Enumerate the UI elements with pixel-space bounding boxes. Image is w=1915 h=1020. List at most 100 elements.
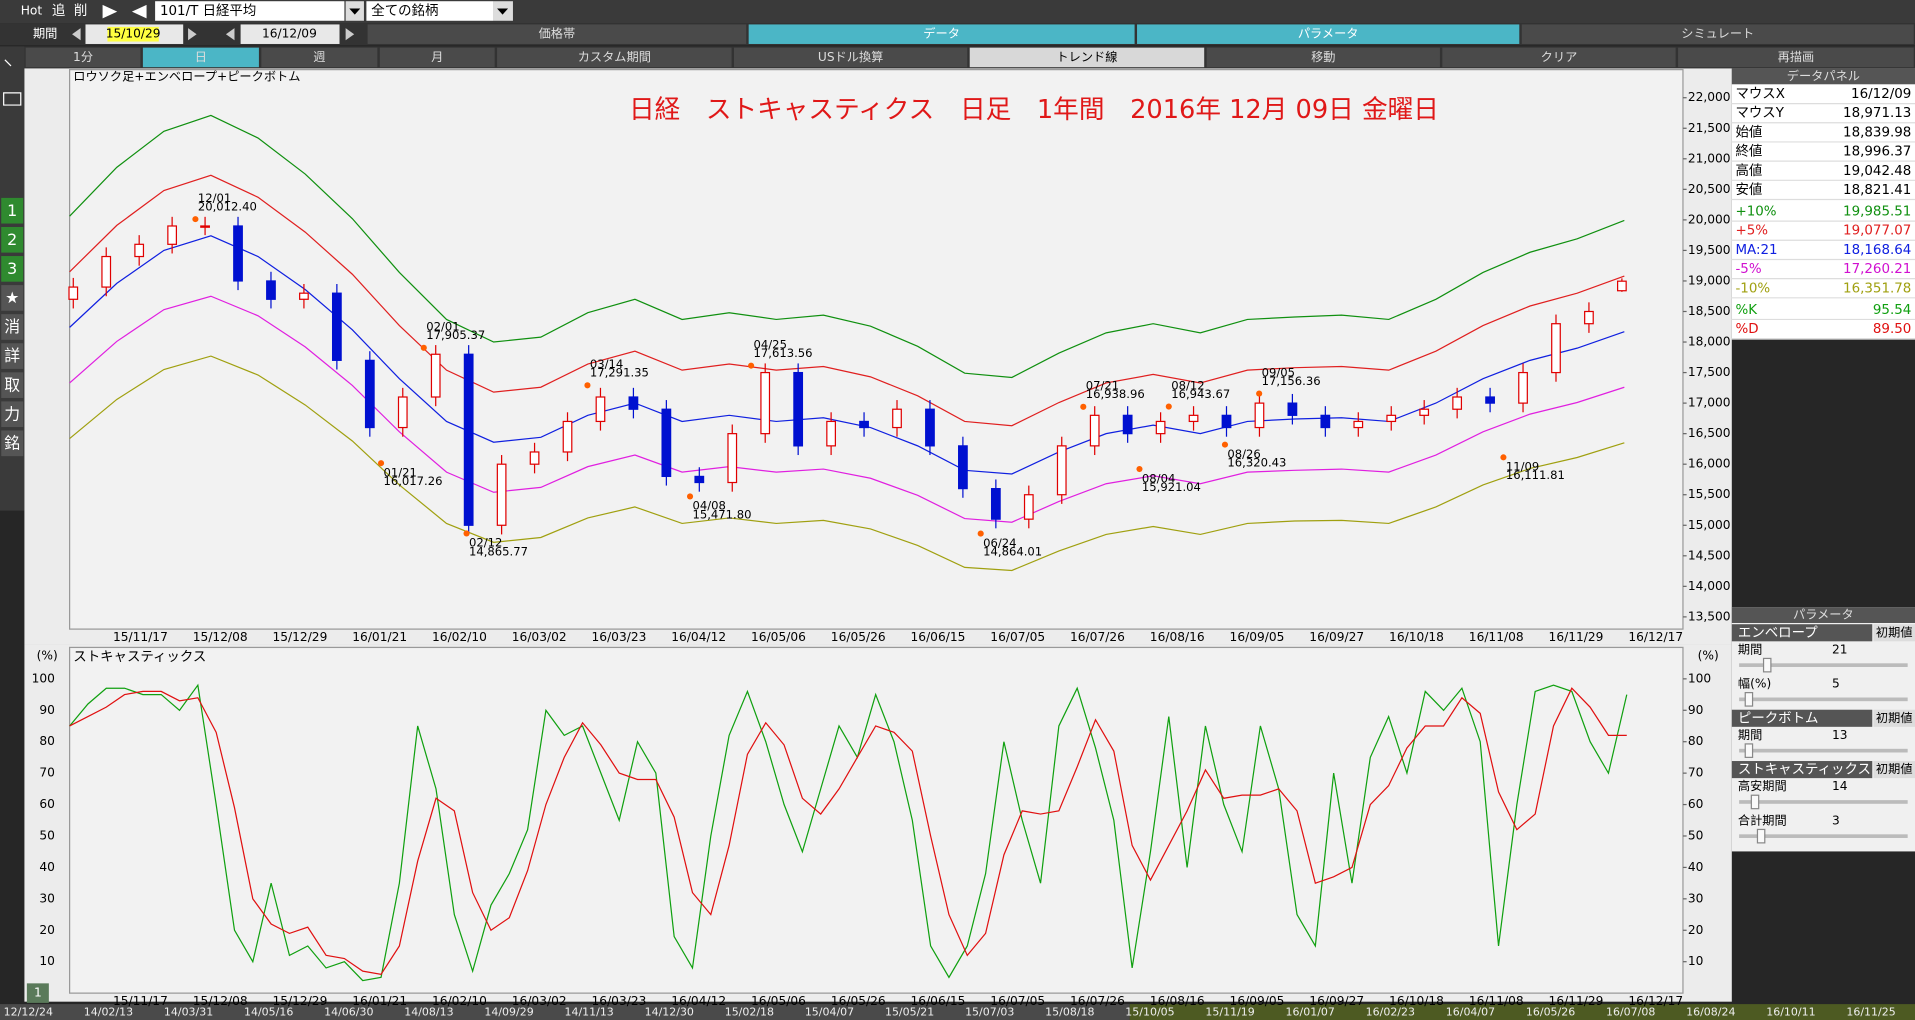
tool-button[interactable] <box>379 47 495 68</box>
x-tick-label: 15/11/17 <box>113 994 168 1008</box>
sidebar-label: 取 <box>4 375 20 394</box>
sidebar-button[interactable] <box>1 285 24 311</box>
data-value: 17,260.21 <box>1843 262 1911 277</box>
sidebar-button[interactable] <box>1 372 24 398</box>
tool-button[interactable] <box>261 47 378 68</box>
tool-button[interactable] <box>25 47 141 68</box>
data-label: マウスY <box>1735 105 1784 121</box>
y-tick-label: 14,000 <box>1688 579 1731 593</box>
y-tick-label: 18,000 <box>1688 335 1731 349</box>
sidebar-button[interactable] <box>1 343 24 369</box>
tool-button[interactable] <box>1678 47 1914 68</box>
sidebar-button[interactable] <box>1 226 24 253</box>
universe-box[interactable] <box>366 1 494 21</box>
candle-body <box>496 463 507 526</box>
candle-body <box>1584 310 1594 325</box>
slider-thumb[interactable] <box>1744 743 1754 758</box>
candle-body <box>793 371 804 447</box>
x-tick-label: 16/01/21 <box>352 630 407 644</box>
symbol-box[interactable] <box>155 1 345 21</box>
tool-button[interactable] <box>1442 47 1676 68</box>
slider-thumb[interactable] <box>1744 692 1754 707</box>
nav-arrows[interactable] <box>102 4 147 19</box>
y-tick-label-left: 70 <box>39 766 55 780</box>
reset-button[interactable] <box>1873 624 1915 642</box>
peak-marker <box>748 362 755 369</box>
stoch-unit-left: (%) <box>37 648 58 662</box>
x-tick-label: 15/12/08 <box>193 630 248 644</box>
y-tick-label: 15,500 <box>1688 487 1731 501</box>
tab[interactable] <box>748 24 1135 44</box>
sidebar-button[interactable] <box>1 430 24 457</box>
candle-body <box>1551 323 1561 374</box>
timeline-label: 14/09/29 <box>484 1006 533 1019</box>
add-button[interactable]: 追 <box>52 3 66 19</box>
tool-button[interactable] <box>142 47 259 68</box>
candle-body <box>463 353 474 526</box>
y-tick-label: 21,500 <box>1688 121 1731 135</box>
peak-value: 14,864.01 <box>983 544 1042 558</box>
slider-track <box>1739 663 1908 667</box>
x-tick-label: 16/07/05 <box>990 994 1045 1008</box>
data-label: %D <box>1735 322 1758 337</box>
candle-body <box>628 396 639 410</box>
timeline-label: 16/05/26 <box>1526 1006 1575 1019</box>
sidebar-label: 銘 <box>4 433 20 452</box>
peak-marker <box>377 460 385 467</box>
sidebar-label: 力 <box>4 404 20 423</box>
peak-value: 17,156.36 <box>1262 374 1321 388</box>
data-value: 18,996.37 <box>1843 145 1911 160</box>
tab[interactable] <box>367 24 747 44</box>
param-section-name: ストキャスティックス <box>1738 762 1871 778</box>
tool-button-label: 月 <box>431 50 443 64</box>
reset-label[interactable]: 初期値 <box>1876 710 1913 725</box>
x-tick-label: 16/11/29 <box>1549 994 1604 1008</box>
x-tick-label: 16/11/29 <box>1549 630 1604 644</box>
y-tick-label-left: 60 <box>39 797 55 811</box>
x-tick-label: 16/07/05 <box>990 630 1045 644</box>
x-tick-label: 15/12/29 <box>273 630 328 644</box>
y-tick-label-left: 90 <box>39 703 55 717</box>
x-tick-label: 16/04/12 <box>671 994 726 1008</box>
sidebar-button[interactable] <box>1 401 24 428</box>
end-box[interactable] <box>240 24 340 44</box>
timeline-label: 16/10/11 <box>1766 1006 1815 1019</box>
reset-label[interactable]: 初期値 <box>1876 761 1913 776</box>
tool-button[interactable] <box>969 47 1205 68</box>
y-tick-label-left: 50 <box>39 828 55 842</box>
tool-button[interactable] <box>734 47 968 68</box>
data-label: +5% <box>1735 224 1768 239</box>
tool-button-label: 日 <box>195 50 207 64</box>
y-tick-label: 90 <box>1688 703 1704 717</box>
candle-body <box>694 475 705 484</box>
tab[interactable] <box>1521 24 1914 44</box>
candle-body <box>562 420 573 453</box>
slider-thumb[interactable] <box>1762 657 1772 673</box>
param-section <box>1731 709 1873 727</box>
hot-button[interactable]: Hot <box>21 3 43 17</box>
tab[interactable] <box>1137 24 1520 44</box>
symbol-text: 101/T 日経平均 <box>160 3 256 19</box>
chart-title: 日経 ストキャスティクス 日足 1年間 2016年 12月 09日 金曜日 <box>629 95 1439 125</box>
param-label: 期間 <box>1738 728 1762 742</box>
data-value: 19,042.48 <box>1843 164 1911 179</box>
slider-thumb[interactable] <box>1756 828 1766 844</box>
reset-label[interactable]: 初期値 <box>1876 624 1913 639</box>
sidebar-button[interactable] <box>1 256 24 282</box>
reset-button[interactable] <box>1873 761 1915 779</box>
peak-value: 15,921.04 <box>1142 480 1201 494</box>
candle-body <box>134 243 145 258</box>
peak-marker <box>1221 441 1229 448</box>
delete-button[interactable]: 削 <box>74 3 87 19</box>
slider-thumb[interactable] <box>1750 794 1760 810</box>
tool-button[interactable] <box>1206 47 1440 68</box>
sidebar-button[interactable] <box>1 314 24 340</box>
sidebar-button[interactable] <box>1 197 24 224</box>
candle-body <box>1419 408 1430 416</box>
tool-button[interactable] <box>497 47 732 68</box>
candle-body <box>200 225 210 228</box>
reset-button[interactable] <box>1873 709 1915 727</box>
x-tick-label: 16/09/05 <box>1230 994 1285 1008</box>
candle-body <box>233 225 243 282</box>
page-tab[interactable] <box>26 983 49 1003</box>
